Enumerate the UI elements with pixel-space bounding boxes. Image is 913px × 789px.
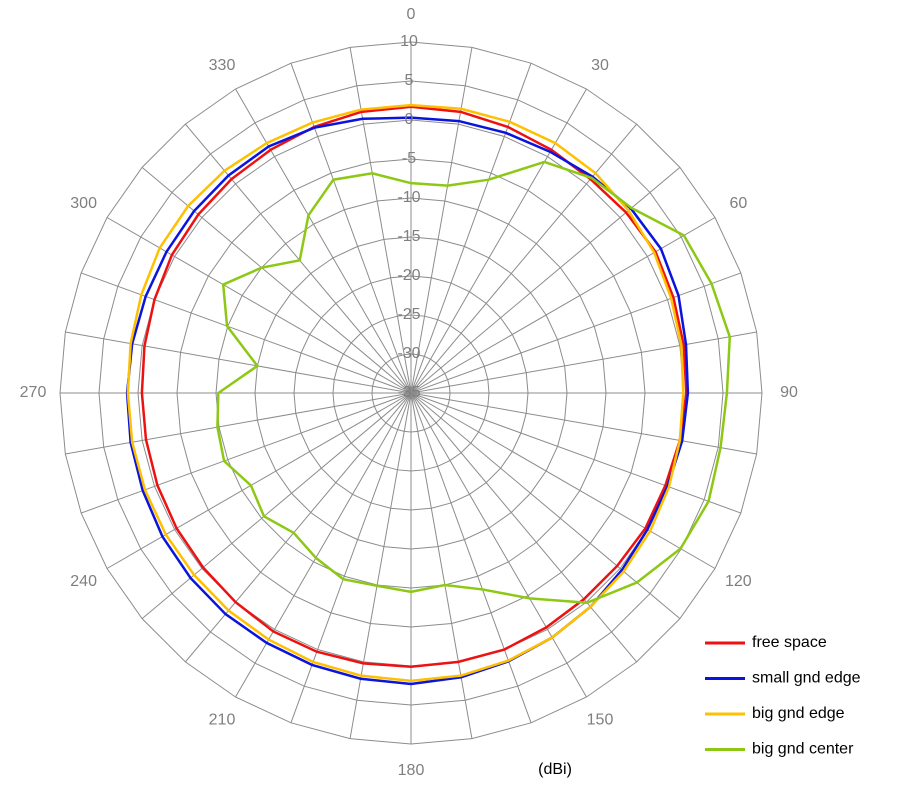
r-tick-label: -35	[397, 384, 420, 401]
spoke	[184, 392, 412, 663]
unit-annotation: (dBi)	[538, 761, 572, 778]
spoke	[410, 392, 532, 724]
spoke	[290, 62, 412, 394]
r-tick-label: 10	[400, 33, 418, 50]
r-tick-label: -15	[397, 228, 420, 245]
spoke	[235, 392, 412, 698]
spoke	[410, 272, 742, 394]
r-tick-label: -25	[397, 306, 420, 323]
angle-label: 300	[70, 195, 97, 212]
angle-label: 270	[20, 384, 47, 401]
spoke	[410, 392, 681, 620]
spoke	[410, 392, 742, 514]
spoke	[410, 392, 757, 455]
spoke	[106, 392, 412, 569]
spoke	[410, 392, 716, 569]
spoke	[141, 392, 412, 620]
spoke	[410, 88, 587, 394]
angle-label: 0	[407, 6, 416, 23]
angle-label: 210	[209, 712, 236, 729]
spoke	[141, 166, 412, 394]
angle-label: 180	[398, 762, 425, 779]
spoke	[235, 88, 412, 394]
legend-label: free space	[752, 634, 827, 651]
spoke	[184, 123, 412, 394]
r-tick-label: -10	[397, 189, 420, 206]
spoke	[80, 272, 412, 394]
series-line	[140, 105, 688, 669]
spoke	[410, 47, 473, 394]
spoke	[410, 123, 638, 394]
r-tick-label: 5	[405, 72, 414, 89]
angle-label: 90	[780, 384, 798, 401]
spoke	[410, 166, 681, 394]
r-tick-label: -20	[397, 267, 420, 284]
legend-label: big gnd center	[752, 741, 854, 758]
legend-label: big gnd edge	[752, 705, 845, 722]
angle-label: 330	[209, 57, 236, 74]
angle-label: 150	[587, 712, 614, 729]
spoke	[410, 392, 587, 698]
legend-label: small gnd edge	[752, 670, 861, 687]
spoke	[290, 392, 412, 724]
series-line	[126, 103, 685, 683]
spoke	[410, 217, 716, 394]
r-tick-label: 0	[405, 111, 414, 128]
spoke	[65, 331, 412, 394]
r-tick-label: -5	[402, 150, 416, 167]
angle-label: 60	[729, 195, 747, 212]
spoke	[410, 62, 532, 394]
spoke	[80, 392, 412, 514]
series-line	[125, 116, 690, 686]
spoke	[410, 392, 638, 663]
angle-label: 30	[591, 57, 609, 74]
angle-label: 120	[725, 573, 752, 590]
spoke	[106, 217, 412, 394]
r-tick-label: -30	[397, 345, 420, 362]
spoke	[410, 331, 757, 394]
spoke	[349, 392, 412, 739]
spoke	[65, 392, 412, 455]
series-line	[216, 160, 732, 604]
spoke	[410, 392, 473, 739]
spoke	[349, 47, 412, 394]
angle-label: 240	[70, 573, 97, 590]
